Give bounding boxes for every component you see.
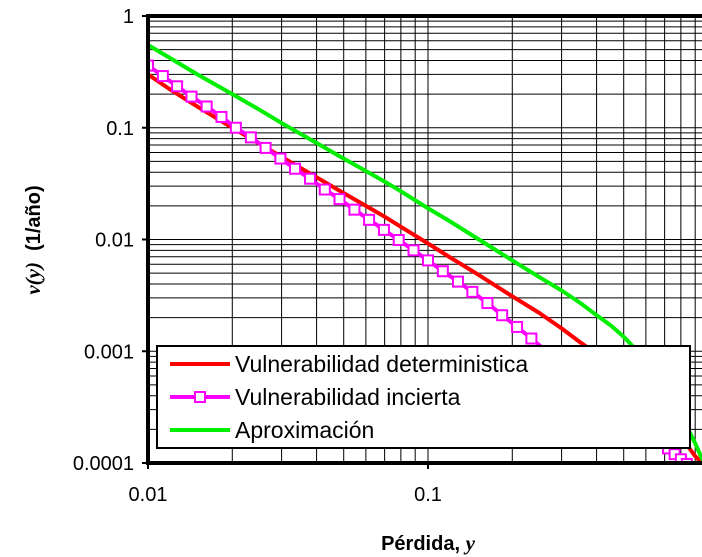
legend-label: Aproximación (235, 417, 374, 443)
series-marker (436, 265, 449, 278)
series-marker (244, 131, 257, 144)
series-marker (363, 213, 376, 226)
series-marker (496, 309, 509, 322)
series-marker (259, 141, 272, 154)
series-marker (274, 152, 287, 165)
series-marker (156, 70, 169, 83)
series-marker (348, 203, 361, 216)
series-marker (148, 59, 154, 72)
series-marker (318, 183, 331, 196)
series-marker (171, 80, 184, 93)
series-marker (215, 110, 228, 123)
series-marker (200, 100, 213, 113)
series-marker (289, 162, 302, 175)
y-axis-title: ν(y) (1/año) (21, 185, 45, 294)
y-tick-label: 1 (123, 6, 134, 28)
legend: Vulnerabilidad deterministica Vulnerabili… (156, 345, 691, 449)
series-marker (333, 193, 346, 206)
legend-box (156, 345, 691, 449)
y-tick-label: 0.0001 (73, 453, 134, 475)
series-marker (452, 275, 465, 288)
series-marker (377, 223, 390, 236)
series-marker (481, 297, 494, 310)
axis-ticks: 0.0001 0.001 0.01 0.1 1 0.01 0.1 (73, 6, 442, 506)
x-axis-title: Pérdida, y (381, 531, 475, 555)
x-tick-label: 0.01 (129, 484, 168, 506)
series-marker (525, 332, 538, 345)
legend-marker (194, 391, 206, 403)
series-marker (407, 244, 420, 257)
series-marker (680, 457, 693, 463)
y-tick-label: 0.001 (84, 341, 134, 363)
legend-label: Vulnerabilidad deterministica (235, 351, 528, 377)
y-tick-label: 0.01 (95, 230, 134, 252)
series-marker (511, 320, 524, 333)
series-marker (185, 90, 198, 103)
x-tick-label: 0.1 (414, 484, 442, 506)
series-marker (304, 172, 317, 185)
series-marker (392, 233, 405, 246)
series-marker (466, 285, 479, 298)
y-tick-label: 0.1 (106, 118, 134, 140)
series-marker (422, 254, 434, 267)
series-marker (229, 121, 242, 134)
legend-label: Vulnerabilidad incierta (235, 384, 461, 410)
